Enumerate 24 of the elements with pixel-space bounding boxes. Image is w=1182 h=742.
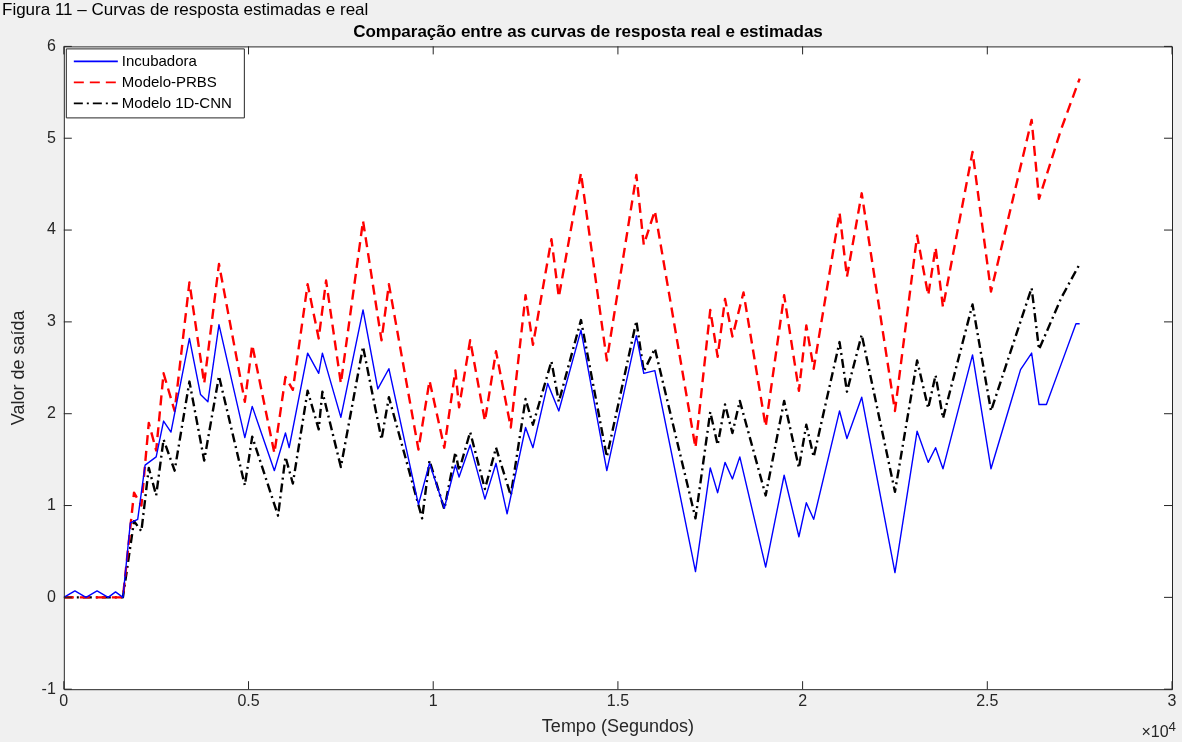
x-tick-label: 2 xyxy=(798,692,808,710)
x-tick-label: 2.5 xyxy=(976,692,999,710)
y-tick-label: 0 xyxy=(46,587,56,605)
y-tick-label: 5 xyxy=(46,128,56,146)
x-tick-label: 0.5 xyxy=(237,692,260,710)
y-axis-title: Valor de saída xyxy=(7,309,28,426)
y-tick-label: 1 xyxy=(46,495,56,513)
x-tick-label: 3 xyxy=(1167,692,1177,710)
y-tick-label: 2 xyxy=(46,404,56,422)
x-axis-title: Tempo (Segundos) xyxy=(541,716,694,737)
text: Figura 11 – Curvas de resposta estimadas e real xyxy=(2,0,369,20)
legend-label: Incubadora xyxy=(121,51,198,69)
line-series xyxy=(63,77,1081,599)
y-tick-label: 6 xyxy=(46,36,56,54)
legend-label: Modelo 1D-CNN xyxy=(121,93,232,111)
chart-title: Comparação entre as curvas de resposta real e estimadas xyxy=(353,21,823,41)
y-tick-label: 4 xyxy=(46,220,56,238)
x-tick-label: 1.5 xyxy=(606,692,630,710)
y-tick-label: 3 xyxy=(46,312,56,330)
text: ×10$^{4}$ xyxy=(1141,717,1176,742)
y-tick-label: -1 xyxy=(41,679,56,697)
x-tick-label: 1 xyxy=(428,692,438,710)
legend-label: Modelo-PRBS xyxy=(121,72,217,90)
x-tick-label: 0 xyxy=(59,692,69,710)
